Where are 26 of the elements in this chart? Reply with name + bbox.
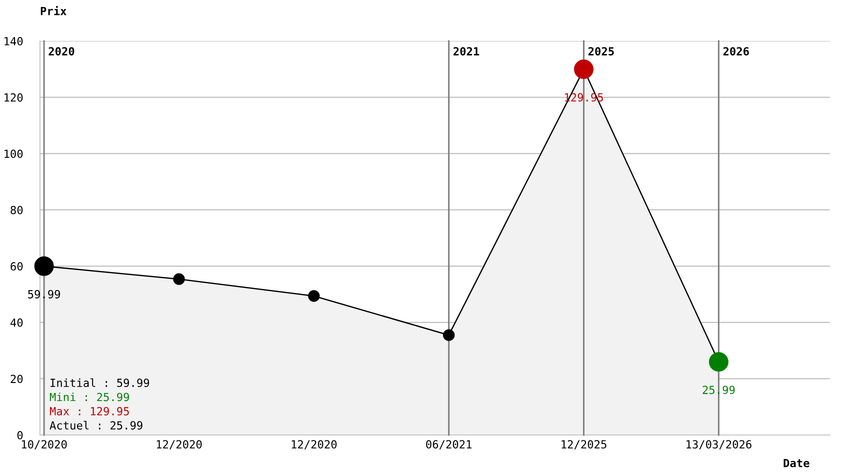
data-label: 59.99	[28, 290, 60, 298]
x-tick-label: 12/2020	[156, 440, 202, 450]
y-tick-label: 120	[4, 93, 23, 102]
y-tick-label: 100	[4, 150, 23, 158]
ref-line-label: 2025	[588, 47, 614, 56]
ref-line-label: 2020	[48, 47, 74, 56]
y-tick-label: 80	[10, 206, 23, 214]
y-tick-label: 140	[4, 37, 23, 46]
x-axis-title: Date	[784, 458, 810, 468]
y-axis-title: Prix	[40, 6, 66, 16]
x-tick-label: 10/2020	[22, 440, 67, 450]
y-tick-label: 40	[10, 318, 23, 327]
y-tick-label: 0	[17, 431, 23, 440]
x-tick-label: 12/2020	[292, 440, 337, 450]
data-label: 25.99	[702, 386, 735, 394]
annotation: Max : 129.95	[50, 406, 129, 416]
x-tick-label: 06/2021	[426, 440, 472, 450]
ref-line-label: 2026	[723, 47, 749, 56]
annotation: Initial : 59.99	[50, 378, 150, 388]
x-tick-label: 13/03/2026	[686, 440, 752, 450]
x-tick-label: 12/2025	[562, 440, 606, 450]
y-tick-label: 20	[10, 374, 23, 384]
annotation: Mini : 25.99	[50, 392, 129, 402]
ref-line-label: 2021	[454, 47, 480, 56]
annotation: Actuel : 25.99	[50, 420, 142, 430]
y-tick-label: 60	[10, 262, 23, 271]
